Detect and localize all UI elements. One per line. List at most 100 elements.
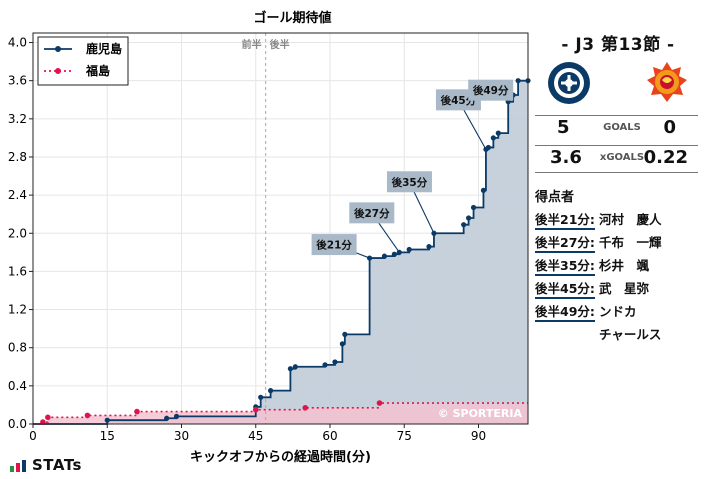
annotation-box <box>311 234 357 256</box>
data-point <box>322 362 328 368</box>
away-xgoals: 0.22 <box>643 147 688 168</box>
data-point <box>164 415 170 421</box>
data-point <box>391 251 397 257</box>
scorer-item: 後半45分: 武 星弥 <box>535 277 649 300</box>
annotation-label: 後45分 <box>440 94 477 107</box>
scorer-name: 武 星弥 <box>599 281 650 296</box>
xgoals-label: xGOALS <box>599 152 645 163</box>
goals-label: GOALS <box>603 122 641 133</box>
data-point <box>302 404 309 411</box>
scorer-time: 後半45分: <box>535 281 595 299</box>
y-tick-label: 0.8 <box>8 341 27 355</box>
data-point <box>104 417 110 423</box>
data-point <box>40 419 46 425</box>
data-point <box>287 366 293 372</box>
x-tick-label: 0 <box>29 429 37 443</box>
y-tick-label: 2.0 <box>8 226 27 240</box>
fukushima-crest-icon <box>647 62 687 102</box>
y-tick-label: 2.4 <box>8 188 27 202</box>
kagoshima-crest-icon <box>548 62 590 104</box>
goals-row: 5 GOALS 0 <box>535 115 698 142</box>
data-point <box>426 244 432 250</box>
data-point <box>339 341 345 347</box>
annotation-box <box>349 202 395 224</box>
data-point <box>495 130 501 136</box>
y-tick-label: 1.6 <box>8 264 27 278</box>
series-line-1 <box>33 402 528 425</box>
x-tick-label: 60 <box>322 429 337 443</box>
scorer-name: 杉井 颯 <box>599 258 650 273</box>
scorer-item: 後半21分: 河村 慶人 <box>535 208 662 231</box>
data-point <box>332 359 338 365</box>
legend-box <box>37 36 129 86</box>
scorer-item: 後半27分: 千布 一輝 <box>535 231 662 254</box>
data-point <box>84 412 91 419</box>
plot-frame <box>32 32 529 425</box>
scorer-time: 後半49分: <box>535 304 595 322</box>
annotation-box <box>468 79 514 101</box>
scorer-name: 河村 慶人 <box>599 212 662 227</box>
data-point <box>466 215 472 221</box>
data-point <box>376 400 383 406</box>
data-point <box>258 394 264 400</box>
x-tick-label: 30 <box>174 429 189 443</box>
annotation-label: 後27分 <box>353 207 390 220</box>
legend-label: 福島 <box>85 63 110 78</box>
legend-marker <box>55 68 61 74</box>
y-tick-label: 3.2 <box>8 112 27 126</box>
match-title: - J3 第13節 - <box>561 35 675 55</box>
chart-title: ゴール期待値 <box>253 10 331 26</box>
scorer-name: ンドカ チャールス <box>599 304 662 342</box>
annotation-label: 後21分 <box>315 239 352 252</box>
y-tick-label: 0.0 <box>8 417 27 431</box>
x-tick-label: 75 <box>397 429 412 443</box>
annotation-label: 後35分 <box>391 176 428 189</box>
y-tick-label: 3.6 <box>8 74 27 88</box>
xgoals-row: 3.6 xGOALS 0.22 <box>535 145 698 173</box>
scorer-item: 後半49分: ンドカ チャールス <box>535 300 661 342</box>
x-tick-label: 15 <box>100 429 115 443</box>
legend-marker <box>55 46 61 52</box>
data-point <box>406 246 412 253</box>
data-point <box>134 408 140 415</box>
data-point <box>470 204 477 211</box>
scorer-item: 後半35分: 杉井 颯 <box>535 254 649 277</box>
scorers-title: 得点者 <box>535 190 575 205</box>
data-point <box>490 135 496 141</box>
first-half-label: 前半 <box>242 38 262 51</box>
watermark: © SPORTERIA <box>438 407 523 420</box>
data-point <box>173 413 180 419</box>
series-area-1 <box>33 403 528 424</box>
scorer-name: 千布 一輝 <box>599 235 662 250</box>
y-tick-label: 1.2 <box>8 303 27 317</box>
data-point <box>461 222 467 228</box>
scorer-time: 後半27分: <box>535 235 595 253</box>
legend-label: 鹿児島 <box>86 41 122 56</box>
x-tick-label: 90 <box>471 429 486 443</box>
scorer-time: 後半35分: <box>535 258 595 276</box>
away-goals: 0 <box>663 117 676 138</box>
annotation-box <box>386 171 432 193</box>
annotation-label: 後49分 <box>472 84 509 97</box>
data-point <box>45 414 51 421</box>
y-tick-label: 4.0 <box>8 36 27 50</box>
series-area-0 <box>33 80 528 425</box>
home-goals: 5 <box>557 117 570 138</box>
stats-bars-icon <box>10 460 26 472</box>
brand-name: STATs <box>32 456 82 474</box>
data-point <box>268 388 274 394</box>
data-point <box>480 187 487 193</box>
data-point <box>485 144 491 151</box>
x-tick-label: 45 <box>248 429 263 443</box>
data-point <box>515 78 521 84</box>
y-tick-label: 0.4 <box>8 379 27 393</box>
second-half-label: 後半 <box>270 38 290 51</box>
data-point <box>342 331 348 337</box>
y-tick-label: 2.8 <box>8 150 27 164</box>
home-xgoals: 3.6 <box>550 147 582 168</box>
data-point <box>381 253 388 259</box>
data-point <box>252 406 259 413</box>
data-point <box>292 364 298 370</box>
x-axis-label: キックオフからの経過時間(分) <box>190 449 371 465</box>
